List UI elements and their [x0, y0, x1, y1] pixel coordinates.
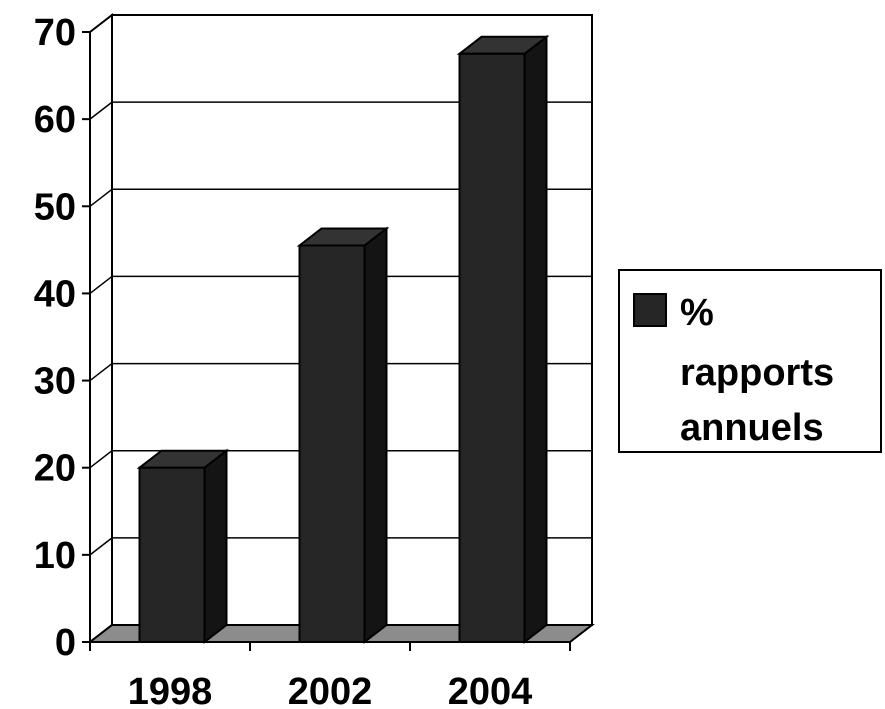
y-tick-label: 30: [34, 361, 76, 403]
x-tick-label: 2002: [288, 671, 373, 709]
y-tick-label: 50: [34, 186, 76, 228]
legend-label-line-1: %: [680, 292, 714, 334]
bar-front: [298, 244, 366, 643]
x-tick-label: 2004: [448, 671, 533, 709]
side-wall: [89, 12, 113, 645]
bar-side: [203, 448, 228, 645]
bar-side: [363, 226, 388, 645]
legend-label-line-2: rapports: [680, 352, 834, 394]
bar: [456, 34, 550, 645]
bars: [136, 34, 550, 645]
y-tick-label: 70: [34, 12, 76, 54]
legend-swatch: [633, 293, 667, 327]
gridline-side: [89, 537, 113, 556]
bar: [136, 448, 230, 645]
gridline-side: [89, 362, 113, 382]
y-tick-label: 10: [34, 535, 76, 577]
y-tick-label: 60: [34, 99, 76, 141]
bar-front: [458, 52, 526, 644]
y-tick-label: 20: [34, 448, 76, 490]
y-tick-labels: 0 10 20 30 40 50 60 70: [34, 12, 76, 664]
x-tick-label: 1998: [128, 671, 213, 709]
gridline-side: [89, 14, 113, 33]
bar-front: [138, 466, 206, 644]
gridline-side: [89, 275, 113, 295]
legend-label-line-3: annuels: [680, 407, 824, 449]
bar-side: [523, 34, 548, 645]
y-tick-label: 0: [55, 622, 76, 664]
x-tick-labels: 1998 2002 2004: [128, 671, 533, 709]
bar: [296, 226, 390, 645]
y-tick-label: 40: [34, 273, 76, 315]
gridline-side: [89, 188, 113, 207]
axes: [82, 31, 571, 651]
legend: % rapports annuels: [618, 269, 882, 453]
gridline-side: [89, 450, 113, 469]
gridline-side: [89, 101, 113, 120]
